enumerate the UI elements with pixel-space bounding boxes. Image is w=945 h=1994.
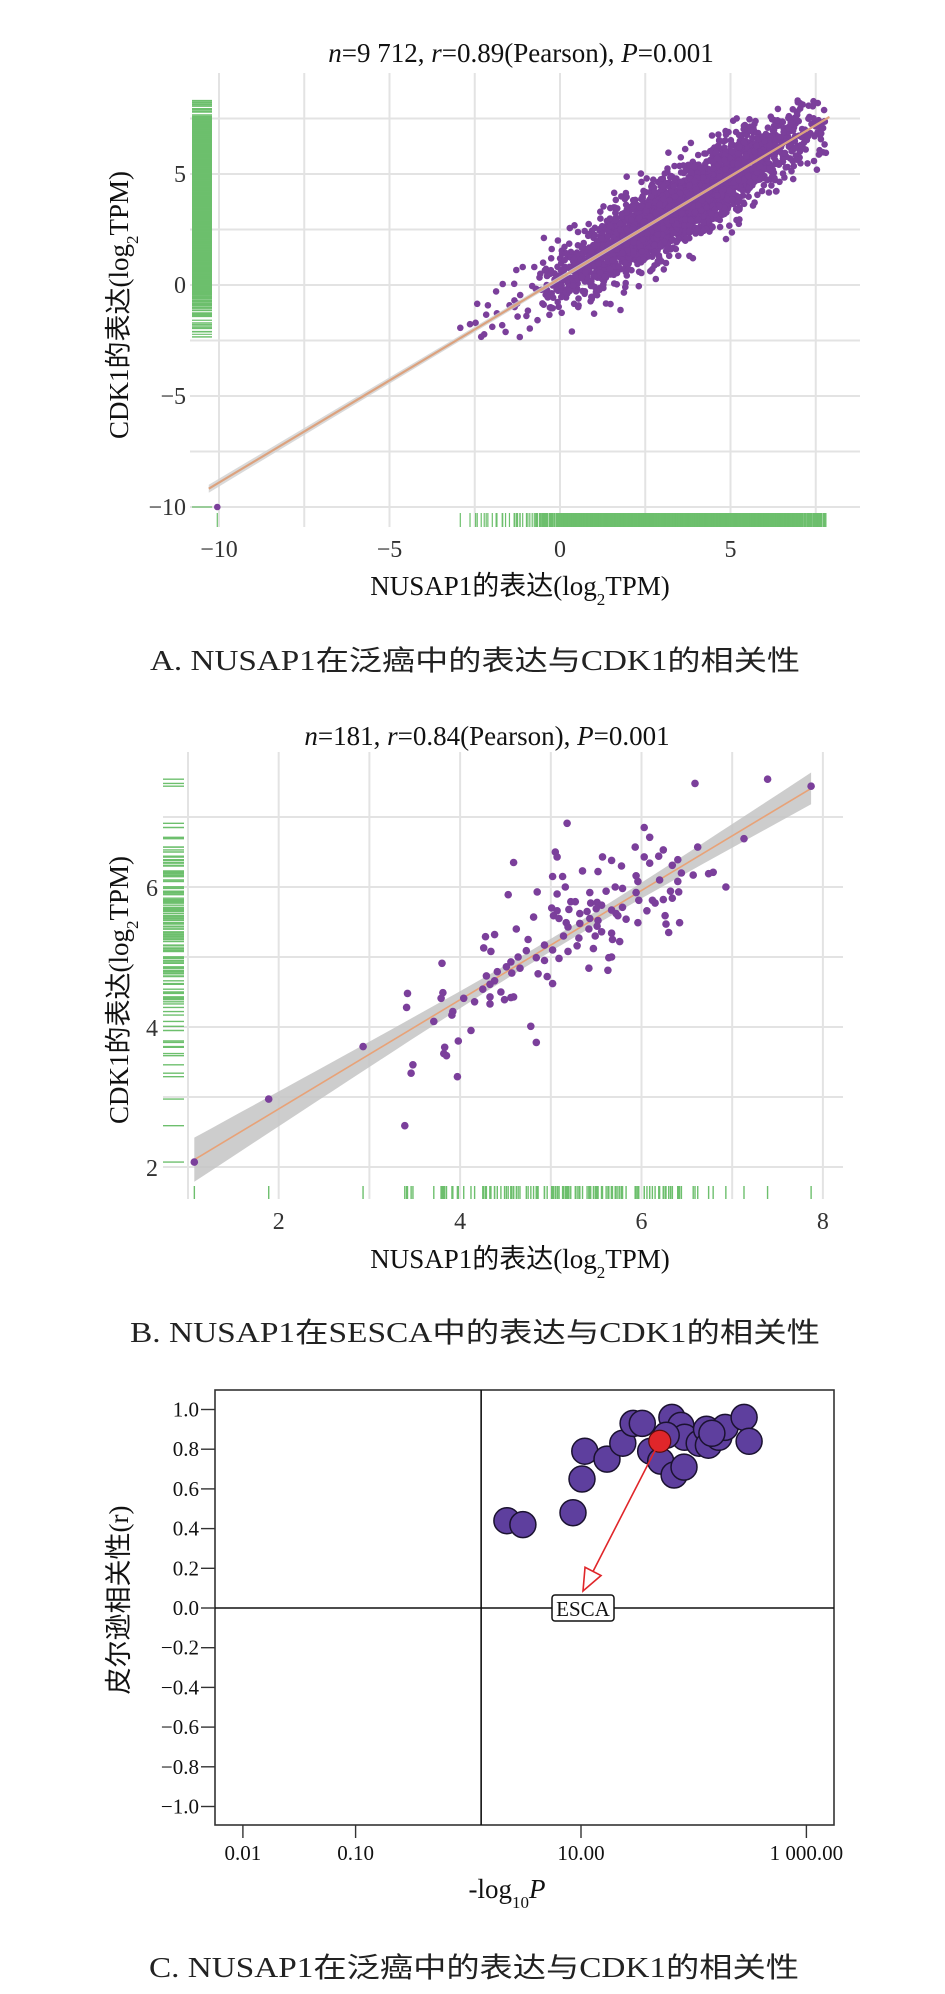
rug-marks — [192, 99, 827, 527]
